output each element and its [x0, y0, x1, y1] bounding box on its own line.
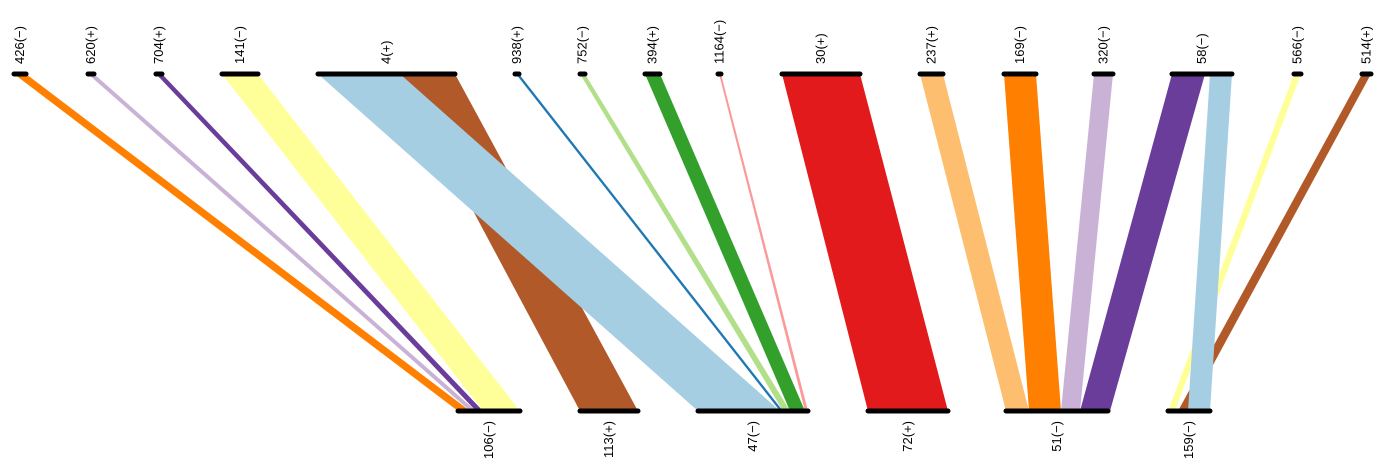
link-ribbon-237-plus-to-51-minus: 237(+) → 51(−) — [920, 74, 1029, 411]
bottom-contig-label: 47(−) — [745, 421, 760, 452]
top-contig-label: 752(−) — [575, 26, 590, 64]
top-contig-label: 704(+) — [151, 26, 166, 64]
top-contig-label: 169(−) — [1012, 26, 1027, 64]
link-ribbon-752-minus-to-47-minus: 752(−) → 47(−) — [580, 74, 790, 411]
top-contig-label: 58(−) — [1194, 33, 1209, 64]
top-contig-label: 4(+) — [379, 41, 394, 64]
link-ribbon-58-minus-to-159-minus: 58(−) → 159(−) — [1188, 74, 1232, 411]
link-ribbon-938-plus-to-47-minus: 938(+) → 47(−) — [516, 74, 783, 411]
link-ribbon-394-plus-to-47-minus: 394(+) → 47(−) — [645, 74, 805, 411]
link-ribbon-30-plus-to-72-plus: 30(+) → 72(+) — [782, 74, 948, 411]
bottom-contig-row: 106(−) 113(+) 47(−) 72(+) 51(−) 159(−) — [455, 408, 1213, 459]
link-ribbon-169-minus-to-51-minus: 169(−) → 51(−) — [1004, 74, 1061, 411]
bottom-contig-label: 51(−) — [1049, 421, 1064, 452]
top-contig-label: 426(−) — [12, 26, 27, 64]
bottom-contig-label: 106(−) — [481, 421, 496, 459]
top-contig-label: 30(+) — [813, 33, 828, 64]
top-contig-label: 394(+) — [645, 26, 660, 64]
top-contig-label: 320(−) — [1096, 26, 1111, 64]
bottom-contig-label: 72(+) — [900, 421, 915, 452]
link-ribbon-4-plus-to-47-minus: 4(+) → 47(−) — [318, 74, 780, 411]
link-ribbon-58-minus-to-51-minus: 58(−) → 51(−) — [1080, 74, 1205, 411]
bottom-contig-label: 159(−) — [1181, 421, 1196, 459]
link-ribbon-141-minus-to-106-minus: 141(−) → 106(−) — [222, 74, 520, 411]
link-ribbon-426-minus-to-106-minus: 426(−) → 106(−) — [14, 74, 470, 411]
link-ribbon-320-minus-to-51-minus: 320(−) → 51(−) — [1061, 74, 1113, 411]
link-ribbon-514-plus-to-159-minus: 514(+) → 159(−) — [1178, 74, 1371, 411]
top-contig-label: 514(+) — [1359, 26, 1374, 64]
top-contig-label: 141(−) — [232, 26, 247, 64]
top-contig-row: 426(−) 620(+) 704(+) 141(−) 4(+) 938(+) 752(−)… — [11, 20, 1374, 77]
bottom-contig-label: 113(+) — [601, 421, 616, 458]
link-ribbons: 426(−) → 106(−)620(+) → 106(−)704(+) → 1… — [14, 74, 1371, 411]
link-ribbon-704-plus-to-106-minus: 704(+) → 106(−) — [156, 74, 483, 411]
link-ribbon-620-plus-to-106-minus: 620(+) → 106(−) — [88, 74, 476, 411]
top-contig-label: 237(+) — [924, 26, 939, 64]
top-contig-label: 566(−) — [1290, 26, 1305, 64]
top-contig-label: 938(+) — [509, 26, 524, 64]
top-contig-label: 620(+) — [83, 26, 98, 64]
link-ribbon-1164-minus-to-47-minus: 1164(−) → 47(−) — [719, 74, 808, 411]
top-contig-label: 1164(−) — [712, 20, 727, 64]
